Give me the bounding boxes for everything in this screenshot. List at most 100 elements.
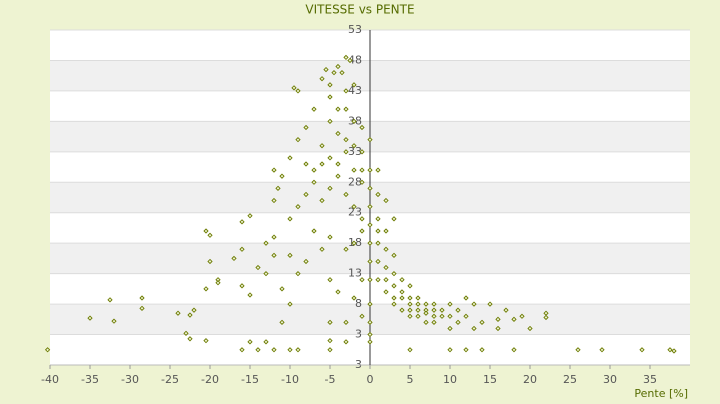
point: [351, 82, 357, 88]
point: [503, 307, 509, 313]
point: [391, 295, 397, 301]
point: [375, 277, 381, 283]
point: [287, 216, 293, 222]
point: [271, 234, 277, 240]
point: [207, 232, 213, 238]
point: [327, 185, 333, 192]
point: [447, 325, 453, 332]
y-tick-label: 23: [348, 206, 362, 219]
point: [311, 167, 317, 173]
point: [191, 307, 197, 313]
y-tick-label: 8: [355, 297, 362, 310]
point: [639, 347, 645, 353]
point: [311, 179, 317, 185]
point: [175, 310, 181, 316]
point: [479, 347, 485, 353]
point: [303, 124, 309, 131]
x-tick-label: 5: [407, 373, 414, 386]
point: [599, 347, 605, 353]
point: [187, 312, 193, 318]
point: [247, 213, 253, 219]
point: [287, 155, 293, 161]
point: [343, 136, 349, 143]
point: [391, 216, 397, 222]
point: [351, 203, 357, 210]
point: [295, 136, 301, 143]
point: [359, 228, 365, 234]
point: [407, 307, 413, 313]
point: [359, 167, 365, 173]
point: [107, 297, 113, 303]
y-tick-label: 13: [348, 267, 362, 280]
point: [527, 325, 533, 332]
point: [511, 316, 517, 322]
point: [575, 347, 581, 353]
point: [303, 191, 309, 198]
point: [351, 143, 357, 149]
point: [367, 136, 373, 143]
x-tick-label: -25: [161, 373, 179, 386]
point: [343, 339, 349, 345]
x-tick-label: -35: [81, 373, 99, 386]
point: [291, 85, 297, 91]
point: [207, 258, 213, 265]
y-tick-label: 3: [355, 328, 362, 341]
point: [271, 252, 277, 259]
point: [327, 277, 333, 283]
point: [319, 197, 325, 204]
point: [295, 203, 301, 210]
point: [335, 63, 341, 70]
point: [359, 179, 365, 185]
point: [447, 347, 453, 353]
point: [495, 316, 501, 322]
point: [543, 314, 549, 321]
point: [275, 185, 281, 192]
point: [323, 66, 329, 73]
point: [203, 337, 209, 344]
x-tick-label: -20: [201, 373, 219, 386]
x-tick-label: 35: [643, 373, 657, 386]
point: [351, 240, 357, 246]
point: [295, 88, 301, 94]
point: [519, 313, 525, 319]
point: [399, 277, 405, 283]
point: [319, 76, 325, 82]
x-tick-label: -40: [41, 373, 59, 386]
point: [375, 240, 381, 246]
point: [279, 173, 285, 179]
point: [327, 347, 333, 353]
point: [439, 307, 445, 313]
point: [279, 286, 285, 292]
y-tick-label: 28: [348, 175, 362, 188]
point: [335, 173, 341, 179]
point: [383, 289, 389, 295]
point: [351, 167, 357, 173]
x-axis-label: Pente [%]: [634, 387, 688, 400]
point: [407, 313, 413, 319]
point: [271, 347, 277, 353]
point: [463, 295, 469, 301]
x-tick-label: 25: [563, 373, 577, 386]
point: [407, 347, 413, 353]
point: [87, 315, 93, 321]
point: [263, 339, 269, 345]
point: [331, 70, 337, 76]
chart-title: VITESSE vs PENTE: [305, 3, 414, 17]
point: [415, 313, 421, 319]
point: [319, 246, 325, 252]
point: [399, 289, 405, 295]
point: [351, 118, 357, 125]
x-tick-label: 20: [523, 373, 537, 386]
point: [343, 149, 349, 155]
point: [231, 255, 237, 262]
point: [311, 228, 317, 234]
point: [255, 264, 261, 271]
point: [407, 283, 413, 289]
point: [375, 167, 381, 173]
point: [183, 330, 189, 336]
point: [359, 277, 365, 283]
point: [343, 246, 349, 252]
point: [383, 246, 389, 252]
point: [415, 295, 421, 301]
